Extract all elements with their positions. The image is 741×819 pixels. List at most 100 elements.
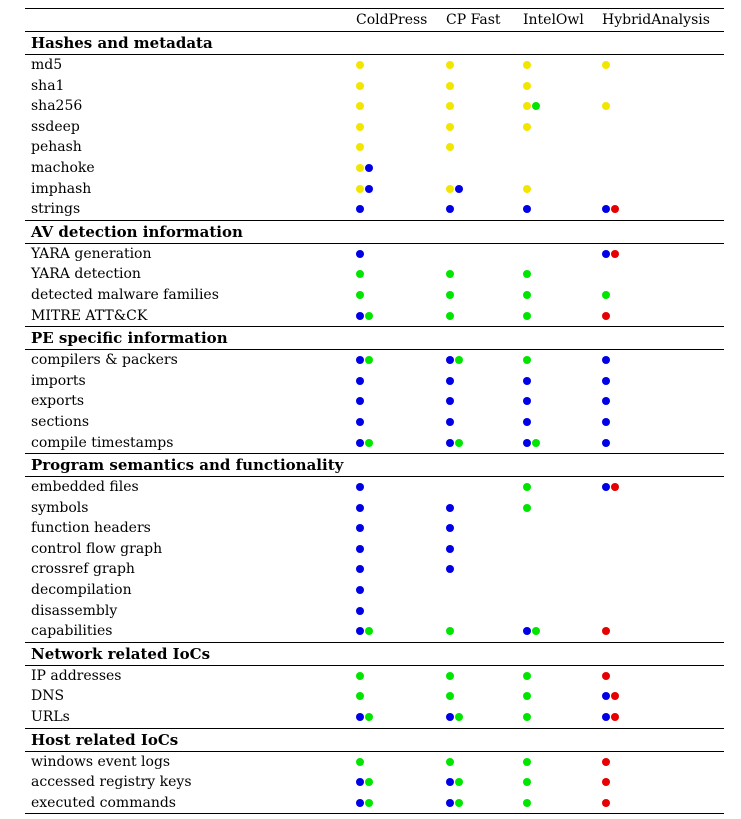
blue-dot-icon [446,503,454,512]
table-row: symbols [25,498,724,519]
cell-dots [446,290,455,299]
cell-dots [523,356,532,365]
cell-dots [356,81,365,90]
table-row: strings [25,199,724,220]
cell-dots [523,483,532,492]
section-rule [25,242,724,244]
green-dot-icon [523,692,531,701]
cell-dots [523,692,532,701]
red-dot-icon [602,757,610,766]
yellow-dot-icon [523,61,531,69]
row-label: crossref graph [31,561,135,578]
cell-dots [523,122,532,131]
row-label: disassembly [31,602,118,619]
cell-dots [523,798,532,807]
table-row: sha1 [25,76,724,97]
cell-dots [446,692,455,701]
cell-dots [356,417,365,426]
row-label: compile timestamps [31,434,174,451]
cell-dots [523,438,541,447]
cell-dots [356,205,365,214]
cell-dots [356,778,374,787]
blue-dot-icon [356,205,364,214]
cell-dots [602,205,620,214]
row-label: embedded files [31,479,139,496]
cell-dots [356,606,365,615]
cell-dots [446,102,455,111]
table-row: crossref graph [25,559,724,580]
blue-dot-icon [356,397,364,406]
row-label: DNS [31,688,65,705]
cell-dots [523,713,532,722]
blue-dot-icon [602,205,610,214]
green-dot-icon [446,692,454,701]
cell-dots [356,713,374,722]
row-label: windows event logs [31,753,171,770]
table-row: imphash [25,179,724,200]
table-row: compile timestamps [25,433,724,454]
blue-dot-icon [602,692,610,701]
blue-dot-icon [356,483,364,492]
cell-dots [446,438,464,447]
table-row: compilers & packers [25,350,724,371]
red-dot-icon [602,311,610,320]
row-label: capabilities [31,623,113,640]
blue-dot-icon [446,544,454,553]
cell-dots [446,270,455,279]
table-row: decompilation [25,580,724,601]
table-row: embedded files [25,477,724,498]
column-header-cp-fast: CP Fast [446,12,501,28]
cell-dots [446,713,464,722]
blue-dot-icon [446,397,454,406]
cell-dots [602,627,611,636]
cell-dots [446,81,455,90]
blue-dot-icon [356,565,364,574]
cell-dots [602,692,620,701]
cell-dots [356,163,374,172]
red-dot-icon [611,249,619,258]
blue-dot-icon [356,311,364,320]
cell-dots [356,397,365,406]
green-dot-icon [455,438,463,447]
yellow-dot-icon [523,102,531,111]
yellow-dot-icon [602,102,610,111]
cell-dots [602,713,620,722]
row-label: control flow graph [31,540,163,557]
row-label: MITRE ATT&CK [31,307,148,324]
cell-dots [446,311,455,320]
blue-dot-icon [446,524,454,533]
blue-dot-icon [356,356,364,365]
section-header: Host related IoCs [25,729,724,751]
red-dot-icon [611,692,619,701]
section-header: Hashes and metadata [25,32,724,54]
row-label: URLs [31,709,70,726]
cell-dots [602,671,611,680]
row-label: detected malware families [31,286,219,303]
cell-dots [523,417,532,426]
cell-dots [523,503,532,512]
table-row: detected malware families [25,285,724,306]
row-label: sections [31,413,90,430]
section-rule [25,641,724,643]
blue-dot-icon [356,778,364,787]
table-row: md5 [25,55,724,76]
cell-dots [356,376,365,385]
bottom-rule [25,813,724,815]
section-title: Program semantics and functionality [31,456,344,475]
cell-dots [356,184,374,193]
cell-dots [523,205,532,214]
yellow-dot-icon [356,122,364,131]
cell-dots [356,438,374,447]
cell-dots [523,757,532,766]
table-row: executed commands [25,793,724,814]
yellow-dot-icon [356,184,364,193]
yellow-dot-icon [356,81,364,90]
row-label: exports [31,393,85,410]
column-header-intelowl: IntelOwl [523,12,584,28]
table-row: URLs [25,707,724,728]
cell-dots [446,565,455,574]
green-dot-icon [523,757,531,766]
column-header-coldpress: ColdPress [356,12,428,28]
green-dot-icon [523,311,531,320]
cell-dots [356,757,365,766]
